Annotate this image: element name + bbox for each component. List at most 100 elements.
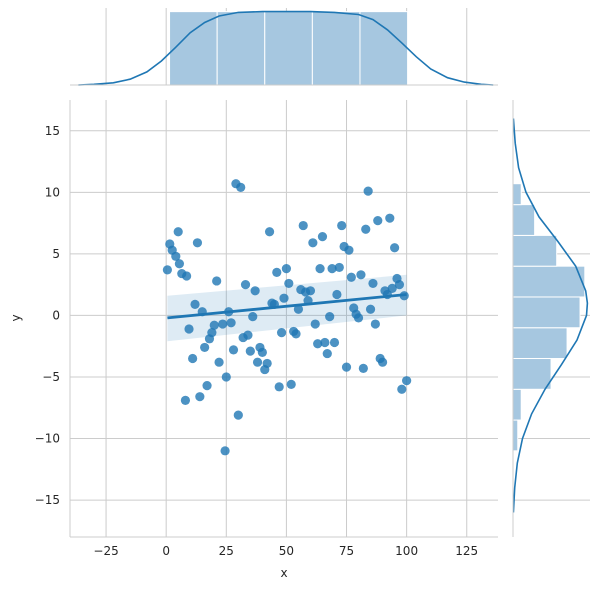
scatter-point [298,220,308,231]
scatter-point [344,245,354,255]
x-tick-labels: −25 0 25 50 75 100 125 [93,544,478,558]
x-tick-label: −25 [93,544,118,558]
scatter-point [272,267,282,277]
regression-line [167,293,407,320]
scatter-point [200,342,210,353]
scatter-point [182,271,192,281]
scatter-point [325,312,335,322]
scatter-point [320,337,330,348]
scatter-point [171,251,181,261]
scatter-point [228,345,239,355]
scatter-point [274,382,284,392]
x-tick-label: 50 [279,544,294,558]
right-histogram-bar [512,183,522,206]
scatter-point [226,318,236,328]
scatter-point [373,216,383,226]
scatter-point [276,328,287,338]
x-tick-label: 0 [162,544,170,558]
scatter-point [262,358,272,369]
scatter-point [221,372,231,382]
x-tick-label: 100 [395,544,418,558]
scatter-point [334,262,344,273]
scatter-point [286,379,296,389]
scatter-point [327,264,337,274]
regression-line-layer [167,293,407,320]
top-histogram-bar [216,11,266,86]
scatter-point [173,227,183,237]
scatter-point [346,272,356,282]
scatter-point [284,278,294,289]
scatter-point [192,238,203,248]
scatter-point [218,319,228,329]
scatter-point [214,357,224,367]
scatter-point [279,293,289,303]
scatter-point [245,346,255,356]
right-histogram-bar [512,265,586,298]
scatter-point [370,319,380,329]
scatter-point [291,329,301,339]
top-marginal-kde-curve [78,10,494,86]
scatter-point [322,348,332,359]
scatter-point [202,380,212,391]
top-marginal-axes [70,8,498,86]
scatter-point [390,243,400,253]
y-tick-labels: −15 −10 −5 0 5 10 15 [35,124,60,507]
scatter-point [240,280,251,290]
scatter-point [180,395,191,405]
scatter-point [209,320,219,330]
x-tick-label: 75 [339,544,354,558]
right-histogram-bar [512,388,522,421]
y-tick-label: 10 [45,185,60,199]
right-histogram-bar [512,204,536,236]
scatter-point [313,339,323,349]
scatter-point [368,278,378,289]
scatter-point [190,299,200,309]
scatter-point [397,384,407,394]
y-tick-label: 5 [52,247,60,261]
scatter-point [252,357,263,367]
right-marginal-histogram [512,183,586,452]
x-tick-label: 125 [455,544,478,558]
right-histogram-bar [512,296,581,329]
scatter-point [315,264,325,274]
y-tick-label: 15 [45,124,60,138]
right-histogram-bar [512,419,519,452]
y-gridlines [70,130,498,501]
scatter-point [332,289,342,300]
scatter-point [236,182,246,192]
scatter-point [243,330,253,340]
scatter-point [305,286,316,296]
scatter-point [361,224,371,234]
x-axis-label: x [280,566,287,580]
scatter-point [377,357,388,367]
right-histogram-bar [512,234,558,267]
scatter-point [402,376,412,386]
scatter-point [248,312,258,322]
scatter-point [250,286,260,296]
y-tick-label: −5 [42,370,60,384]
scatter-point [358,363,368,373]
scatter-point [353,313,364,323]
scatter-point [220,446,230,456]
scatter-point [341,362,352,372]
top-histogram-bar [359,11,409,86]
right-histogram-bar [512,358,552,390]
scatter-point [365,304,376,314]
scatter-point [310,319,320,329]
top-histogram-bar [311,11,361,86]
scatter-point [363,186,373,196]
scatter-point [394,280,405,290]
scatter-point [337,220,347,231]
scatter-point [387,283,397,293]
scatter-point [188,353,198,364]
top-histogram-bar [264,11,313,86]
scatter-point [162,265,172,275]
y-tick-label: 0 [52,308,60,322]
scatter-point [207,328,217,338]
right-marginal-kde-curve [512,118,589,513]
scatter-point [385,213,395,223]
right-histogram-bar [512,327,568,360]
scatter-point [257,347,267,357]
y-tick-label: −15 [35,493,60,507]
